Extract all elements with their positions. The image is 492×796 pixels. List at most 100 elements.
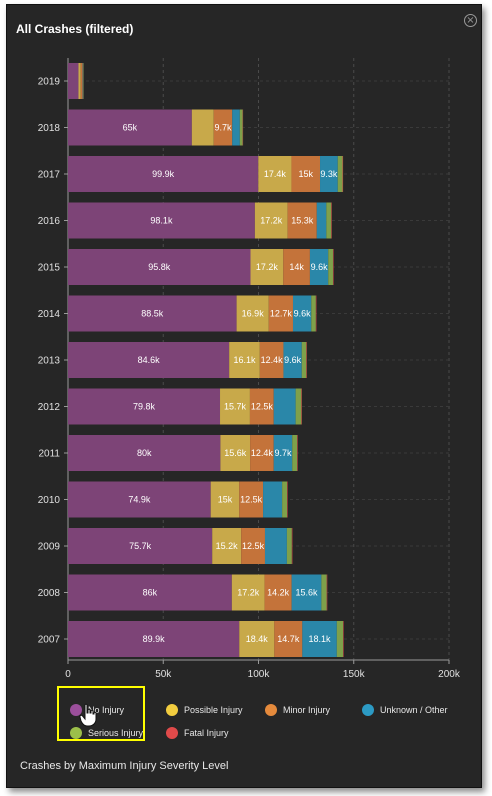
bar-data-label: 17.2k <box>260 216 283 226</box>
bar-data-label: 9.3k <box>320 169 338 179</box>
bar-data-label: 17.2k <box>237 588 260 598</box>
bar-segment <box>282 481 288 518</box>
bar-segment <box>68 156 259 192</box>
bar-data-label: 12.5k <box>242 541 265 551</box>
y-tick-label: 2010 <box>38 495 61 506</box>
bar-segment <box>287 481 288 518</box>
bar-segment <box>316 202 327 239</box>
legend-swatch <box>362 704 374 716</box>
legend-item-possible-injury[interactable]: Possible Injury <box>166 703 243 717</box>
bar-data-label: 9.6k <box>284 355 302 365</box>
bar-segment <box>239 109 243 146</box>
chart-footer: Crashes by Maximum Injury Severity Level <box>20 760 229 772</box>
bar-data-label: 18.4k <box>246 634 269 644</box>
bar-segment <box>331 202 332 239</box>
bar-segment <box>264 574 292 611</box>
bar-data-label: 80k <box>137 448 152 458</box>
y-tick-label: 2017 <box>38 170 61 181</box>
bar-data-label: 9.7k <box>274 448 292 458</box>
bar-data-label: 88.5k <box>141 309 164 319</box>
bar-data-label: 89.9k <box>143 634 166 644</box>
bar-segment <box>239 481 264 518</box>
bar-segment <box>259 342 284 378</box>
y-tick-label: 2015 <box>38 263 61 274</box>
bar-segment <box>68 109 192 146</box>
y-tick-label: 2008 <box>38 588 61 599</box>
legend-label: Minor Injury <box>283 705 331 715</box>
x-tick-label: 50k <box>155 669 172 680</box>
bar-data-label: 16.9k <box>242 309 265 319</box>
bar-data-label: 18.1k <box>309 634 332 644</box>
bar-segment <box>68 574 232 611</box>
bar-segment <box>291 156 321 192</box>
legend-swatch <box>166 704 178 716</box>
bar-segment <box>250 435 274 471</box>
bar-segment <box>68 481 211 518</box>
bar-segment <box>80 63 83 99</box>
bar-segment <box>302 621 337 657</box>
bar-segment <box>231 574 265 611</box>
bar-segment <box>68 342 230 378</box>
y-tick-label: 2009 <box>38 542 61 553</box>
bar-segment <box>291 528 293 564</box>
x-tick-label: 150k <box>343 669 366 680</box>
y-tick-label: 2013 <box>38 356 61 367</box>
legend-item-fatal-injury[interactable]: Fatal Injury <box>166 726 229 740</box>
bar-data-label: 15k <box>218 495 233 505</box>
bar-data-label: 95.8k <box>148 262 171 272</box>
bar-segment <box>332 249 334 285</box>
bar-segment <box>286 528 292 564</box>
bar-segment <box>315 295 317 332</box>
bar-segment <box>263 481 283 518</box>
bar-segment <box>68 202 255 239</box>
legend-label: Unknown / Other <box>380 705 448 715</box>
bar-segment <box>220 388 250 425</box>
bar-data-label: 75.7k <box>129 541 152 551</box>
bar-segment <box>273 435 293 471</box>
y-tick-label: 2019 <box>38 77 61 88</box>
bar-data-label: 12.5k <box>251 402 274 412</box>
bar-data-label: 79.8k <box>133 402 156 412</box>
close-circle-icon[interactable]: × <box>464 14 477 27</box>
bar-segment <box>320 156 338 192</box>
legend-swatch <box>70 704 82 716</box>
legend-swatch <box>166 727 178 739</box>
bar-segment <box>321 574 327 611</box>
y-tick-label: 2014 <box>38 309 61 320</box>
bar-segment <box>301 342 307 378</box>
bar-segment <box>274 621 303 657</box>
bar-segment <box>68 621 240 657</box>
bar-segment <box>326 202 332 239</box>
bar-segment <box>309 249 329 285</box>
bar-data-label: 14.2k <box>267 588 290 598</box>
bar-segment <box>283 249 310 285</box>
bar-segment <box>232 109 240 146</box>
bar-segment <box>258 156 292 192</box>
bar-segment <box>210 481 240 518</box>
bar-data-label: 12.4k <box>251 448 274 458</box>
legend-item-unknown-other[interactable]: Unknown / Other <box>362 703 448 717</box>
bar-data-label: 15.3k <box>291 216 314 226</box>
bar-data-label: 15.6k <box>224 448 247 458</box>
legend-item-minor-injury[interactable]: Minor Injury <box>265 703 330 717</box>
bar-segment <box>273 388 296 425</box>
bar-segment <box>283 342 302 378</box>
bar-segment <box>311 295 316 332</box>
bar-data-label: 12.5k <box>240 495 263 505</box>
legend-item-no-injury[interactable]: No Injury <box>70 703 124 717</box>
bar-data-label: 15k <box>298 169 313 179</box>
y-tick-label: 2018 <box>38 123 61 134</box>
y-tick-label: 2007 <box>38 635 61 646</box>
chart-title: All Crashes (filtered) <box>16 22 134 36</box>
legend-item-serious-injury[interactable]: Serious Injury <box>70 726 143 740</box>
bar-segment <box>268 295 293 332</box>
bar-segment <box>82 63 84 99</box>
bar-segment <box>78 63 81 99</box>
x-tick-label: 0 <box>65 669 71 680</box>
bar-segment <box>254 202 288 239</box>
bar-segment <box>220 435 251 471</box>
bar-data-label: 12.7k <box>270 309 293 319</box>
bar-data-label: 16.1k <box>233 355 256 365</box>
bar-data-label: 15.2k <box>216 541 239 551</box>
